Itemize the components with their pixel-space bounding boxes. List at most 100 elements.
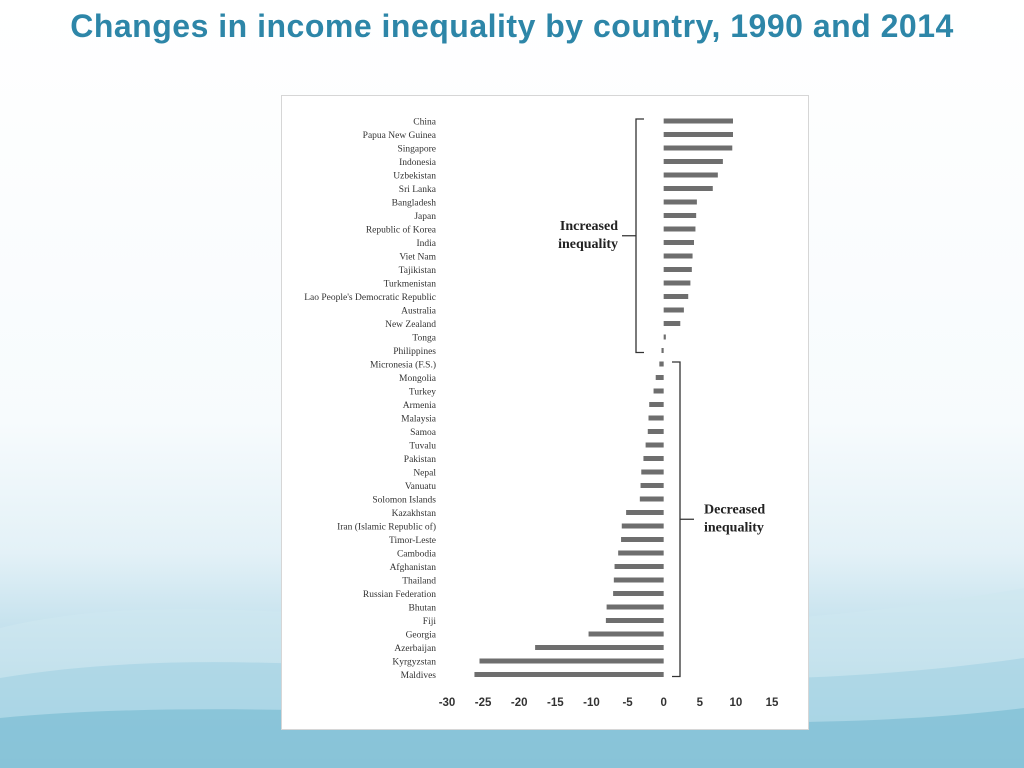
bar [663,334,666,340]
bar [626,510,664,515]
bar [639,496,664,502]
bar [663,240,694,245]
bar [588,631,664,637]
bar [649,402,664,407]
category-label: Vanuatu [405,482,436,492]
category-label: Australia [401,307,437,317]
bar [613,577,664,583]
bar [645,442,664,448]
category-label: China [413,118,436,128]
category-label: Samoa [410,428,437,438]
category-label: Georgia [406,631,437,641]
bar [640,483,664,488]
category-label: Philippines [393,347,436,357]
x-tick-label: -20 [511,697,528,709]
chart-panel: China Papua New Guinea Singapore Indonesia U… [281,95,809,730]
category-label: Uzbekistan [393,172,436,182]
bar [614,564,664,569]
annotation-label: inequality [558,237,618,252]
category-label: Russian Federation [363,590,436,600]
category-label: Lao People's Democratic Republic [304,293,436,303]
category-label: Maldives [401,671,437,681]
category-label: Viet Nam [399,253,436,263]
category-label: Thailand [402,577,436,587]
annotation-label: inequality [704,520,764,535]
annotation-bracket [622,118,644,354]
bar [663,253,693,259]
bar [663,199,697,205]
slide-title: Changes in income inequality by country,… [70,8,954,44]
category-label: Nepal [413,469,436,479]
category-label: Tajikistan [399,266,437,276]
bar [643,456,664,461]
category-label: Singapore [397,145,436,155]
category-label: Kyrgyzstan [392,658,436,668]
category-label: Timor-Leste [389,536,436,546]
bar [663,321,681,326]
x-tick-label: -25 [475,697,492,709]
category-label: Turkmenistan [384,280,437,290]
bar [648,415,664,421]
bar [655,375,664,380]
bar [621,537,664,542]
x-tick-label: 0 [660,697,666,709]
bar [663,280,691,286]
bar [663,307,684,313]
bar [474,672,664,677]
category-label: Japan [414,212,436,222]
bar [618,550,664,556]
x-tick-label: -5 [622,697,633,709]
bar [661,348,664,353]
bar [613,591,664,596]
bar [663,267,692,272]
category-label: Bangladesh [392,199,437,209]
bar [663,226,696,232]
category-label: Afghanistan [390,562,437,573]
x-tick-label: -30 [439,697,456,709]
category-label: Solomon Islands [372,496,436,506]
category-label: Kazakhstan [392,509,437,519]
x-tick-label: -10 [583,697,600,709]
bar [663,118,733,124]
annotation-label: Decreased [704,502,765,517]
bar [663,159,723,164]
bar [663,132,733,137]
category-label: India [416,239,436,249]
category-label: Tuvalu [409,442,436,452]
bar [659,361,664,367]
bar [663,186,713,191]
category-label: Armenia [403,401,437,411]
bar [479,658,664,664]
category-label: Tonga [412,334,436,344]
annotation-label: Increased [560,219,618,234]
category-label: Republic of Korea [366,225,437,236]
category-label: Cambodia [397,550,437,560]
category-label: Azerbaijan [394,644,436,654]
annotation-bracket [672,361,694,678]
category-label: Papua New Guinea [363,131,437,141]
category-label: Sri Lanka [399,185,437,195]
x-tick-label: 5 [697,697,704,709]
category-label: Turkey [409,388,436,398]
bar [641,469,664,475]
bar [621,523,664,529]
bar [663,294,689,299]
bar [663,172,718,178]
bar [653,388,664,394]
bar [663,213,697,218]
category-label: Iran (Islamic Republic of) [337,522,436,533]
category-label: Pakistan [404,455,436,465]
category-label: Bhutan [409,604,437,614]
x-tick-label: 10 [729,697,742,709]
category-label: Micronesia (F.S.) [370,360,436,371]
x-tick-label: 15 [766,697,779,709]
category-label: Fiji [423,617,437,627]
category-label: Indonesia [399,158,437,168]
bar [647,429,664,434]
bar [535,645,664,650]
inequality-bar-chart: China Papua New Guinea Singapore Indonesia U… [304,118,779,710]
category-label: Malaysia [401,415,437,425]
x-tick-label: -15 [547,697,564,709]
category-label: Mongolia [399,374,437,384]
bar [663,145,733,151]
